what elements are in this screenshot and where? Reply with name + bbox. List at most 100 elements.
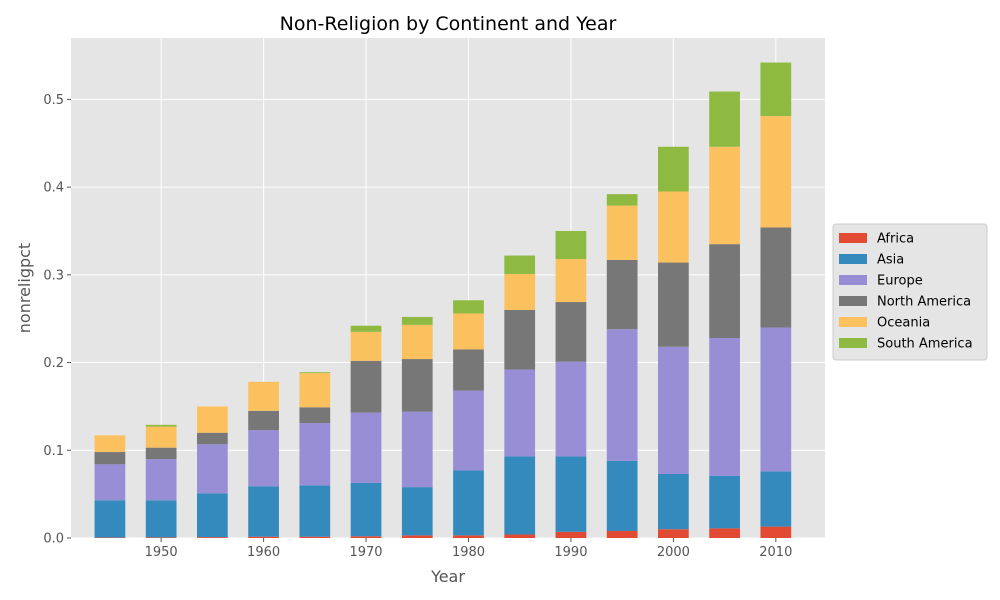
- x-tick-label: 2010: [759, 545, 792, 560]
- bar-oceania-1990: [555, 259, 587, 303]
- bar-oceania-1985: [504, 273, 536, 310]
- bar-asia-1970: [350, 482, 382, 537]
- bar-asia-2010: [760, 471, 792, 527]
- bar-africa-1990: [555, 531, 587, 538]
- bar-africa-1995: [606, 530, 638, 538]
- y-tick-label: 0.3: [43, 268, 64, 283]
- bar-africa-1970: [350, 536, 382, 538]
- bar-north-america-1965: [299, 407, 331, 424]
- bar-asia-2005: [709, 475, 740, 529]
- bar-europe-1945: [94, 464, 126, 501]
- bar-europe-1980: [453, 390, 484, 471]
- bar-south-america-1985: [504, 255, 536, 274]
- bar-north-america-1980: [453, 349, 484, 391]
- bar-south-america-1995: [606, 194, 638, 206]
- bar-oceania-2010: [760, 116, 792, 228]
- bar-south-america-2010: [760, 62, 792, 117]
- bar-asia-1985: [504, 456, 536, 535]
- bar-oceania-1960: [248, 381, 279, 411]
- x-tick-label: 1990: [554, 545, 587, 560]
- y-tick-label: 0.4: [43, 181, 64, 196]
- bar-europe-1955: [197, 444, 228, 494]
- bar-south-america-2000: [658, 146, 689, 192]
- legend-swatch-north-america: [839, 296, 867, 306]
- bar-europe-1985: [504, 369, 536, 457]
- legend-swatch-oceania: [839, 317, 867, 327]
- bar-south-america-1950: [145, 424, 177, 427]
- bar-africa-1950: [145, 537, 177, 538]
- bar-oceania-1975: [401, 324, 433, 360]
- bar-asia-1945: [94, 500, 126, 538]
- bar-africa-1985: [504, 534, 536, 538]
- bar-oceania-1945: [94, 435, 126, 453]
- bar-asia-1980: [453, 470, 484, 536]
- bar-north-america-1960: [248, 410, 279, 431]
- bar-asia-1995: [606, 460, 638, 531]
- bar-europe-1995: [606, 329, 638, 461]
- bar-europe-1965: [299, 423, 331, 486]
- bar-europe-2000: [658, 346, 689, 474]
- bar-south-america-1980: [453, 300, 484, 314]
- bar-oceania-1965: [299, 373, 331, 408]
- legend-label-south-america: South America: [877, 337, 973, 352]
- legend-label-oceania: Oceania: [877, 316, 930, 331]
- bar-south-america-1965: [299, 372, 331, 374]
- bar-asia-1955: [197, 493, 228, 538]
- bar-oceania-1980: [453, 313, 484, 350]
- bar-north-america-1995: [606, 259, 638, 330]
- legend-label-asia: Asia: [877, 253, 904, 268]
- legend-swatch-asia: [839, 254, 867, 264]
- bar-north-america-2000: [658, 262, 689, 347]
- x-tick-label: 1980: [452, 545, 485, 560]
- bar-south-america-1975: [401, 316, 433, 325]
- bar-oceania-1955: [197, 406, 228, 433]
- bar-africa-2010: [760, 526, 792, 538]
- bar-africa-1965: [299, 536, 331, 538]
- bar-europe-1950: [145, 459, 177, 501]
- bar-europe-1960: [248, 430, 279, 487]
- bar-north-america-1955: [197, 432, 228, 445]
- x-axis-label: Year: [430, 567, 465, 586]
- bar-europe-1975: [401, 411, 433, 488]
- legend: Africa Asia Europe North America Oceania Sout…: [832, 223, 988, 361]
- bar-south-america-2005: [709, 91, 740, 147]
- bar-north-america-2010: [760, 227, 792, 328]
- bar-asia-2000: [658, 473, 689, 530]
- legend-swatch-africa: [839, 233, 867, 243]
- bar-europe-1990: [555, 361, 587, 457]
- bar-africa-1960: [248, 536, 279, 538]
- bar-europe-2005: [709, 338, 740, 476]
- bar-asia-1975: [401, 487, 433, 536]
- bar-oceania-2000: [658, 191, 689, 263]
- bar-oceania-1950: [145, 426, 177, 448]
- bar-north-america-1990: [555, 302, 587, 362]
- legend-swatch-south-america: [839, 338, 867, 348]
- bar-oceania-1995: [606, 205, 638, 260]
- legend-label-europe: Europe: [877, 274, 923, 289]
- y-tick-label: 0.5: [43, 93, 64, 108]
- y-tick-label: 0.0: [43, 532, 64, 547]
- bar-asia-1990: [555, 456, 587, 532]
- legend-box: [832, 223, 988, 361]
- bar-africa-1975: [401, 535, 433, 538]
- chart-title: Non-Religion by Continent and Year: [280, 13, 617, 35]
- bar-africa-2005: [709, 528, 740, 538]
- plot-area: [71, 38, 825, 538]
- bars: [94, 62, 792, 538]
- bar-north-america-1945: [94, 452, 126, 465]
- bar-north-america-1975: [401, 359, 433, 412]
- x-tick-label: 2000: [657, 545, 690, 560]
- legend-label-africa: Africa: [877, 232, 914, 247]
- bar-south-america-1970: [350, 325, 382, 332]
- y-axis-label: nonreligpct: [15, 243, 34, 333]
- x-axis-ticks: 1950 1960 1970 1980 1990 2000 2010: [145, 538, 792, 560]
- x-tick-label: 1970: [349, 545, 382, 560]
- bar-africa-2000: [658, 529, 689, 538]
- y-tick-label: 0.1: [43, 444, 64, 459]
- bar-europe-2010: [760, 327, 792, 472]
- y-tick-label: 0.2: [43, 356, 64, 371]
- y-axis-ticks: 0.0 0.1 0.2 0.3 0.4 0.5: [43, 93, 71, 547]
- bar-oceania-1970: [350, 331, 382, 361]
- bar-north-america-1985: [504, 309, 536, 370]
